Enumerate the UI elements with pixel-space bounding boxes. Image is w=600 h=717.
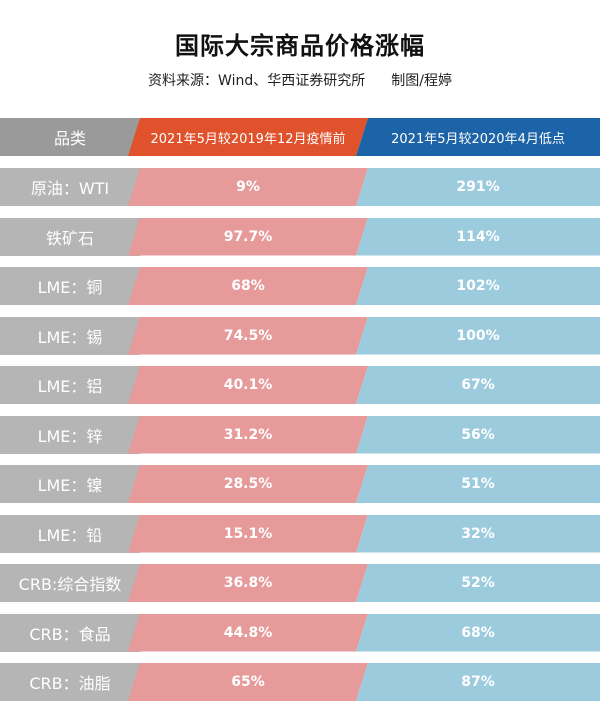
row-from-low-value: 52%	[356, 564, 600, 602]
table-row: LME：铝 40.1% 67%	[0, 366, 600, 404]
row-category: 原油：WTI	[0, 168, 140, 206]
row-from-low-value: 56%	[356, 415, 600, 454]
chart-title: 国际大宗商品价格涨幅	[175, 32, 425, 60]
row-category: CRB：食品	[0, 613, 140, 652]
table-row: LME：镍 28.5% 51%	[0, 465, 600, 503]
source-line: 资料来源：Wind、华西证券研究所 制图/程婷	[0, 70, 600, 90]
table-row: 原油：WTI 9% 291%	[0, 168, 600, 206]
table-row: LME：锡 74.5% 100%	[0, 316, 600, 355]
row-pre-pandemic-value: 40.1%	[128, 366, 368, 404]
table-row: LME：铜 68% 102%	[0, 267, 600, 305]
row-from-low-value: 68%	[356, 613, 600, 652]
row-category: LME：镍	[0, 465, 140, 503]
row-from-low-value: 67%	[356, 366, 600, 404]
row-pre-pandemic-value: 28.5%	[128, 465, 368, 503]
row-pre-pandemic-value: 74.5%	[128, 317, 368, 355]
source-text: 资料来源：Wind、华西证券研究所	[148, 73, 366, 89]
table-row: CRB:综合指数 36.8% 52%	[0, 564, 600, 602]
row-from-low-value: 100%	[356, 316, 600, 355]
row-pre-pandemic-value: 9%	[128, 168, 368, 206]
row-pre-pandemic-value: 65%	[128, 663, 368, 701]
row-from-low-value: 102%	[356, 267, 600, 305]
table-row: 铁矿石 97.7% 114%	[0, 217, 600, 256]
row-pre-pandemic-value: 31.2%	[128, 416, 368, 454]
author-text: 制图/程婷	[391, 73, 452, 89]
row-pre-pandemic-value: 15.1%	[128, 515, 368, 553]
row-category: LME：铜	[0, 267, 140, 305]
row-category: LME：锌	[0, 415, 140, 454]
table-header: 品类 2021年5月较2019年12月疫情前 2021年5月较2020年4月低点	[0, 118, 600, 156]
row-pre-pandemic-value: 44.8%	[128, 614, 368, 652]
row-from-low-value: 114%	[356, 217, 600, 256]
header-col1: 2021年5月较2019年12月疫情前	[128, 118, 368, 156]
row-from-low-value: 291%	[356, 168, 600, 206]
table-row: LME：铅 15.1% 32%	[0, 514, 600, 553]
table-row: CRB：油脂 65% 87%	[0, 663, 600, 701]
header-category: 品类	[0, 118, 140, 156]
row-pre-pandemic-value: 97.7%	[128, 218, 368, 256]
row-category: CRB:综合指数	[0, 564, 140, 602]
row-from-low-value: 87%	[356, 663, 600, 701]
row-from-low-value: 51%	[356, 465, 600, 503]
table-row: CRB：食品 44.8% 68%	[0, 613, 600, 652]
row-category: 铁矿石	[0, 217, 140, 256]
table-row: LME：锌 31.2% 56%	[0, 415, 600, 454]
row-category: CRB：油脂	[0, 663, 140, 701]
row-category: LME：铝	[0, 366, 140, 404]
row-pre-pandemic-value: 36.8%	[128, 564, 368, 602]
row-category: LME：锡	[0, 316, 140, 355]
header-col2: 2021年5月较2020年4月低点	[356, 118, 600, 156]
row-from-low-value: 32%	[356, 514, 600, 553]
row-pre-pandemic-value: 68%	[128, 267, 368, 305]
row-category: LME：铅	[0, 514, 140, 553]
